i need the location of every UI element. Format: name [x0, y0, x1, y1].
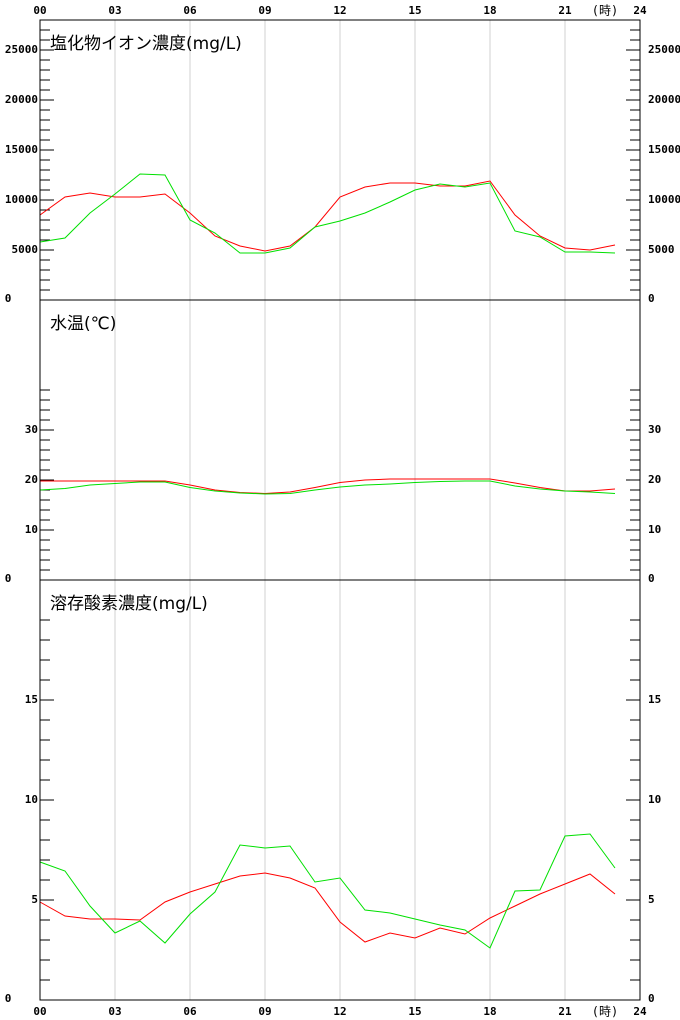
y-tick-label-right: 25000 [648, 43, 680, 56]
x-tick-label: 06 [183, 1005, 197, 1018]
y-tick-label-right: 15000 [648, 143, 680, 156]
y-tick-label-right: 10 [648, 793, 661, 806]
y-tick-label: 5000 [12, 243, 39, 256]
y-tick-label: 0 [5, 572, 12, 585]
y-tick-label: 20 [25, 473, 38, 486]
panel-title: 水温(℃) [50, 314, 116, 334]
y-tick-label-right: 10 [648, 523, 661, 536]
x-tick-label: 15 [408, 4, 421, 17]
data-line [39, 833, 616, 949]
x-tick-label: 06 [183, 4, 197, 17]
y-tick-label: 10 [25, 523, 38, 536]
x-axis-label: (時) [592, 4, 618, 18]
y-tick-label: 20000 [5, 93, 38, 106]
x-tick-label: 09 [258, 1005, 271, 1018]
x-tick-label: 21 [558, 4, 572, 17]
y-tick-label-right: 0 [648, 572, 655, 585]
x-tick-label: 15 [408, 1005, 421, 1018]
x-tick-label: 00 [33, 1005, 46, 1018]
x-tick-label: 18 [483, 4, 496, 17]
y-tick-label-right: 5000 [648, 243, 675, 256]
y-tick-label-right: 20000 [648, 93, 680, 106]
x-tick-label: 12 [333, 1005, 346, 1018]
x-tick-label: 12 [333, 4, 346, 17]
y-tick-label-right: 20 [648, 473, 661, 486]
panel-frame [39, 579, 641, 1001]
y-tick-label-right: 10000 [648, 193, 680, 206]
panel-title: 塩化物イオン濃度(mg/L) [50, 34, 242, 54]
x-tick-label: 24 [633, 1005, 647, 1018]
y-tick-label-right: 30 [648, 423, 661, 436]
data-line [40, 478, 616, 495]
data-line [39, 480, 616, 495]
x-tick-label: 03 [108, 4, 121, 17]
y-tick-label: 0 [5, 292, 12, 305]
y-tick-label: 30 [25, 423, 38, 436]
y-tick-label: 0 [5, 992, 12, 1005]
y-tick-label: 15 [25, 693, 38, 706]
x-tick-label: 24 [633, 4, 647, 17]
data-line [39, 872, 616, 943]
y-tick-label-right: 15 [648, 693, 661, 706]
x-axis-label: (時) [592, 1005, 618, 1019]
y-tick-label-right: 0 [648, 992, 655, 1005]
x-tick-label: 00 [33, 4, 46, 17]
x-tick-label: 21 [558, 1005, 572, 1018]
y-tick-label: 10000 [5, 193, 38, 206]
data-line [39, 180, 616, 252]
data-line [39, 173, 616, 254]
x-tick-label: 18 [483, 1005, 496, 1018]
y-tick-label: 10 [25, 793, 38, 806]
x-tick-label: 03 [108, 1005, 121, 1018]
y-tick-label: 25000 [5, 43, 38, 56]
y-tick-label-right: 5 [648, 893, 655, 906]
y-tick-label-right: 0 [648, 292, 655, 305]
y-tick-label: 5 [31, 893, 38, 906]
y-tick-label: 15000 [5, 143, 38, 156]
panel-title: 溶存酸素濃度(mg/L) [50, 594, 208, 614]
x-tick-label: 09 [258, 4, 271, 17]
